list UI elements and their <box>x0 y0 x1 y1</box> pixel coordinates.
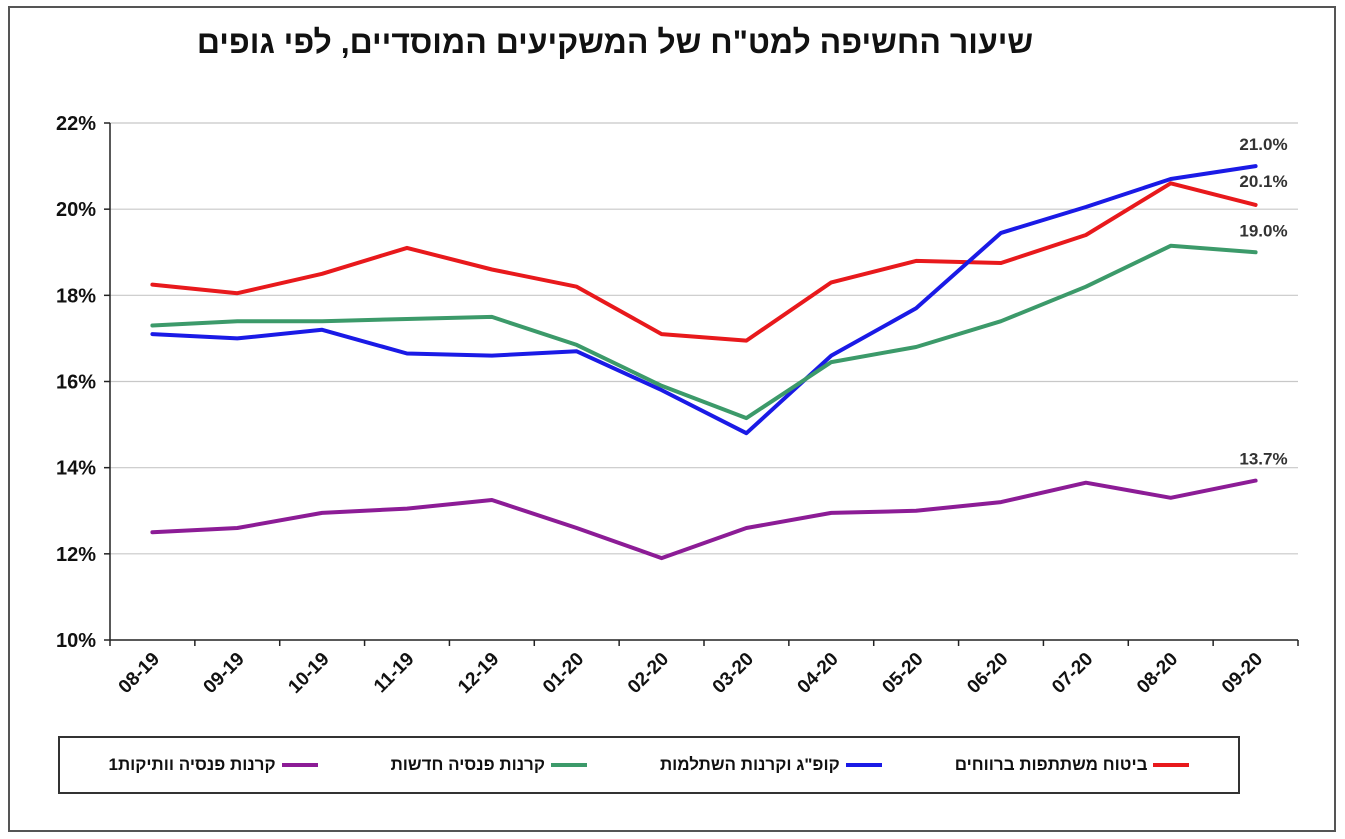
series-line-0 <box>150 181 1258 343</box>
end-label-0: 20.1% <box>1239 172 1287 191</box>
x-tick-label: 01-20 <box>539 649 588 698</box>
legend-entry-3: קרנות פנסיה וותיקות1 <box>108 755 318 775</box>
x-tick-label: 07-20 <box>1048 649 1097 698</box>
x-tick-label: 05-20 <box>878 649 927 698</box>
legend-entry-0: ביטוח משתתפות ברווחים <box>955 755 1190 775</box>
legend-entry-1: קופ"ג וקרנות השתלמות <box>660 755 882 775</box>
x-tick-label: 06-20 <box>963 649 1012 698</box>
legend: ביטוח משתתפות ברווחים קופ"ג וקרנות השתלמו… <box>58 736 1240 794</box>
legend-label: קרנות פנסיה וותיקות1 <box>108 755 276 774</box>
x-tick-labels: 08-19 09-19 10-19 11-19 12-19 01-20 02-20 03-20… <box>115 649 1267 698</box>
legend-swatch <box>1153 763 1190 767</box>
axes <box>104 122 1299 646</box>
legend-label: קרנות פנסיה חדשות <box>390 755 545 774</box>
x-tick-label: 08-20 <box>1133 649 1182 698</box>
y-tick-label: 20% <box>56 199 96 221</box>
y-tick-label: 14% <box>56 458 96 480</box>
legend-label: ביטוח משתתפות ברווחים <box>954 755 1148 774</box>
end-label-3: 13.7% <box>1239 450 1287 469</box>
legend-swatch <box>281 763 318 767</box>
y-tick-labels: 10% 12% 14% 16% 18% 20% 22% <box>56 113 96 652</box>
x-tick-label: 09-20 <box>1218 649 1267 698</box>
chart-frame <box>8 6 1336 832</box>
series-line-3 <box>150 478 1258 561</box>
legend-swatch <box>845 763 882 767</box>
series-lines <box>150 164 1258 561</box>
x-tick-label: 02-20 <box>624 649 673 698</box>
x-tick-label: 04-20 <box>794 649 843 698</box>
series-line-2 <box>150 243 1258 421</box>
x-tick-label: 12-19 <box>454 649 503 698</box>
end-label-2: 19.0% <box>1239 221 1287 240</box>
y-tick-label: 22% <box>56 113 96 135</box>
x-tick-label: 10-19 <box>284 649 333 698</box>
y-tick-label: 12% <box>56 544 96 566</box>
x-tick-label: 08-19 <box>115 649 164 698</box>
y-tick-label: 16% <box>56 372 96 394</box>
end-labels: 20.1% 21.0% 19.0% 13.7% <box>1239 135 1287 469</box>
y-tick-label: 10% <box>56 630 96 652</box>
x-tick-label: 09-19 <box>200 649 249 698</box>
legend-entry-2: קרנות פנסיה חדשות <box>391 755 587 775</box>
chart-title: שיעור החשיפה למט"ח של המשקיעים המוסדיים,… <box>196 24 1034 60</box>
grid-lines <box>110 122 1298 555</box>
end-label-1: 21.0% <box>1239 135 1287 154</box>
series-line-1 <box>150 164 1258 436</box>
x-tick-label: 11-19 <box>370 649 418 697</box>
legend-label: קופ"ג וקרנות השתלמות <box>659 755 840 774</box>
legend-swatch <box>550 763 587 767</box>
x-tick-label: 03-20 <box>709 649 758 698</box>
y-tick-label: 18% <box>56 285 96 307</box>
